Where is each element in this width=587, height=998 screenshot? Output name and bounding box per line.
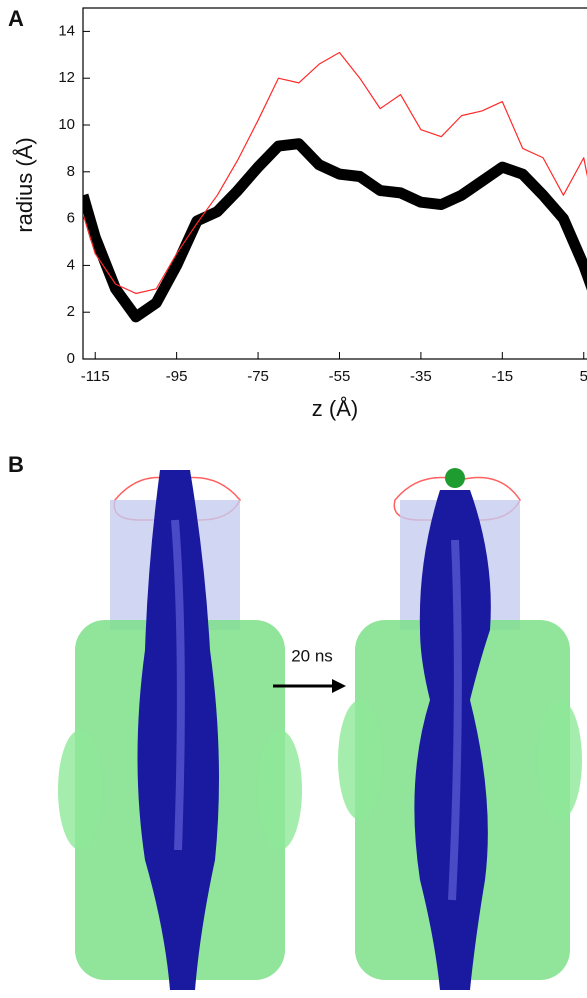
x-tick-label: -35 xyxy=(410,368,432,385)
panel-b: B 20 ns xyxy=(8,452,582,990)
y-tick-label: 2 xyxy=(67,303,75,320)
x-tick-label: -115 xyxy=(81,368,110,385)
y-tick-label: 10 xyxy=(58,116,75,133)
x-tick-label: -15 xyxy=(491,368,513,385)
structure-after xyxy=(338,468,582,990)
y-axis-label: radius (Å) xyxy=(12,137,37,232)
y-tick-label: 12 xyxy=(58,69,75,86)
x-tick-label: -95 xyxy=(166,368,188,385)
structure-before xyxy=(58,470,302,990)
series-line xyxy=(83,51,587,295)
arrow-head xyxy=(332,679,346,693)
y-tick-label: 6 xyxy=(67,210,75,227)
series-line xyxy=(83,138,587,323)
x-tick-label: -55 xyxy=(329,368,351,385)
panel-label: A xyxy=(8,6,24,31)
x-tick-label: -75 xyxy=(247,368,269,385)
y-tick-label: 4 xyxy=(67,256,75,273)
y-tick-label: 0 xyxy=(67,350,75,367)
plot-frame xyxy=(82,7,587,360)
x-tick-label: 5 xyxy=(580,368,587,385)
arrow-label: 20 ns xyxy=(291,646,333,665)
y-tick-label: 8 xyxy=(67,163,75,180)
y-tick-label: 14 xyxy=(58,22,75,39)
panel-label: B xyxy=(8,452,24,477)
x-axis-label: z (Å) xyxy=(312,396,358,421)
